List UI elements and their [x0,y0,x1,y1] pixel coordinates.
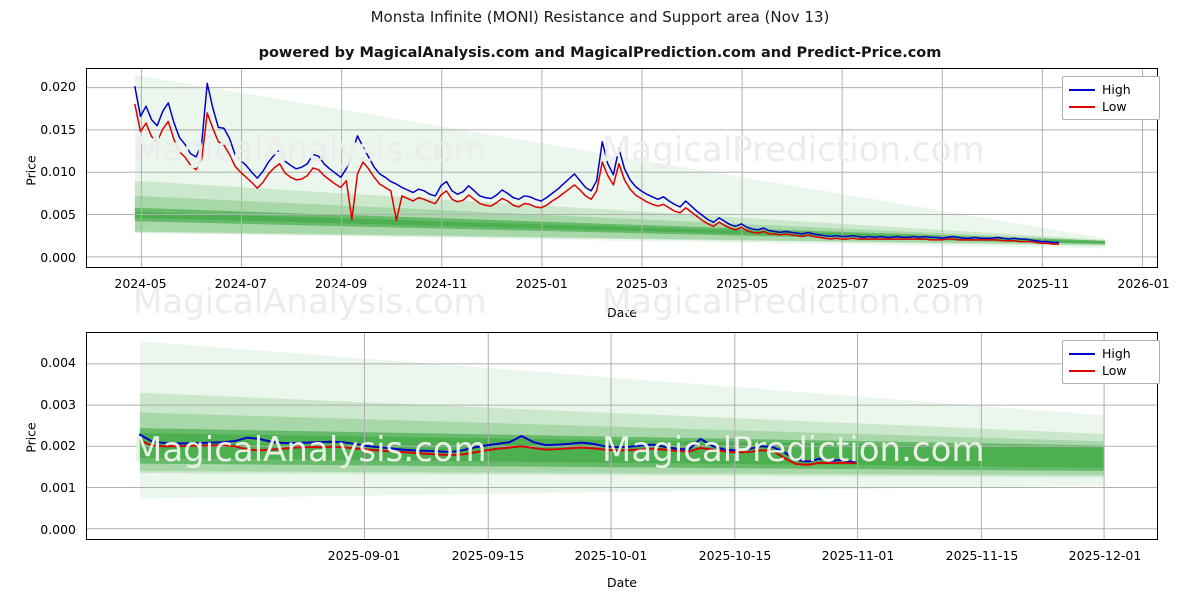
watermark-analysis-mid: MagicalAnalysis.com [133,282,487,322]
y-tick-label: 0.005 [10,207,76,222]
bottom-chart-x-axis-label: Date [562,575,682,590]
top-chart-legend[interactable]: High Low [1062,76,1160,120]
y-tick-label: 0.000 [10,522,76,537]
x-tick-label: 2025-09-01 [304,548,424,563]
x-tick-label: 2025-11-01 [798,548,918,563]
legend-label-low: Low [1102,362,1127,379]
legend-line-high [1069,353,1095,355]
y-tick-label: 0.010 [10,164,76,179]
y-tick-label: 0.020 [10,79,76,94]
x-tick-label: 2025-11-15 [922,548,1042,563]
legend-label-high: High [1102,345,1131,362]
x-tick-label: 2025-09-15 [428,548,548,563]
y-tick-label: 0.015 [10,122,76,137]
y-tick-label: 0.004 [10,355,76,370]
legend-entry-high: High [1069,345,1152,362]
x-tick-label: 2025-10-01 [551,548,671,563]
legend-entry-high: High [1069,81,1152,98]
watermark-prediction-top: MagicalPrediction.com [602,130,985,170]
legend-entry-low: Low [1069,362,1152,379]
y-tick-label: 0.001 [10,480,76,495]
bottom-chart-legend[interactable]: High Low [1062,340,1160,384]
legend-line-high [1069,89,1095,91]
x-tick-label: 2026-01 [1084,276,1200,291]
y-tick-label: 0.003 [10,397,76,412]
legend-line-low [1069,106,1095,108]
x-tick-label: 2025-10-15 [675,548,795,563]
y-tick-label: 0.000 [10,250,76,265]
legend-line-low [1069,370,1095,372]
watermark-prediction-mid: MagicalPrediction.com [602,282,985,322]
y-tick-label: 0.002 [10,438,76,453]
watermark-analysis-top: MagicalAnalysis.com [133,130,487,170]
legend-label-high: High [1102,81,1131,98]
x-tick-label: 2025-12-01 [1045,548,1165,563]
watermark-prediction-bottom: MagicalPrediction.com [602,430,985,470]
legend-entry-low: Low [1069,98,1152,115]
legend-label-low: Low [1102,98,1127,115]
watermark-analysis-bottom: MagicalAnalysis.com [133,430,487,470]
